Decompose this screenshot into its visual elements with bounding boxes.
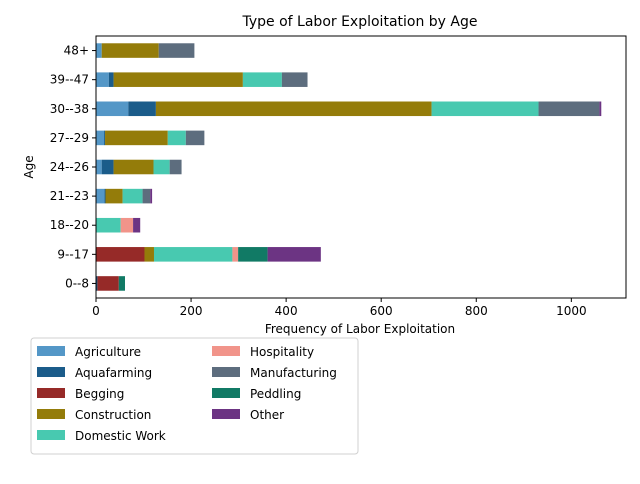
bar-domestic-work-18-20 (96, 217, 121, 233)
x-tick-label: 800 (465, 304, 488, 318)
y-tick-label: 9--17 (57, 247, 89, 261)
y-tick-label: 0--8 (65, 276, 89, 290)
bar-manufacturing-24-26 (169, 159, 182, 175)
bar-agriculture-24-26 (96, 159, 102, 175)
bar-other-18-20 (133, 217, 141, 233)
y-tick-label: 39--47 (50, 73, 89, 87)
legend-label-other: Other (250, 408, 284, 422)
bar-construction-9-17 (144, 247, 154, 262)
bar-agriculture-21-23 (96, 188, 105, 204)
legend-label-construction: Construction (75, 408, 151, 422)
legend-swatch-domestic-work (37, 430, 65, 440)
y-axis-label: Age (22, 155, 36, 178)
bar-aquafarming-39-47 (108, 72, 114, 87)
legend-swatch-construction (37, 409, 65, 419)
bar-agriculture-30-38 (96, 101, 129, 117)
bar-domestic-work-21-23 (122, 188, 143, 204)
bar-begging-0-8 (97, 276, 119, 291)
x-tick-label: 200 (180, 304, 203, 318)
x-tick-label: 400 (275, 304, 298, 318)
legend-label-hospitality: Hospitality (250, 345, 314, 359)
legend-label-aquafarming: Aquafarming (75, 366, 152, 380)
bar-domestic-work-24-26 (153, 159, 170, 175)
legend-label-domestic-work: Domestic Work (75, 429, 166, 443)
legend-swatch-manufacturing (212, 367, 240, 377)
bar-hospitality-9-17 (232, 247, 239, 262)
x-tick-label: 1000 (556, 304, 587, 318)
bar-aquafarming-24-26 (101, 159, 114, 175)
legend-swatch-other (212, 409, 240, 419)
legend: Agriculture Aquafarming Begging Constructio… (30, 337, 359, 455)
bar-aquafarming-21-23 (104, 188, 106, 204)
bar-domestic-work-9-17 (153, 247, 233, 262)
bar-begging-9-17 (96, 247, 145, 262)
y-tick-label: 18--20 (50, 218, 89, 232)
bar-aquafarming-0-8 (96, 276, 98, 291)
legend-swatch-hospitality (212, 346, 240, 356)
bar-construction-21-23 (105, 188, 123, 204)
bar-construction-48 (101, 43, 159, 58)
bar-construction-24-26 (113, 159, 154, 175)
legend-swatch-peddling (212, 388, 240, 398)
bar-domestic-work-30-38 (431, 101, 539, 117)
bar-other-30-38 (599, 101, 602, 117)
legend-swatch-aquafarming (37, 367, 65, 377)
bar-other-9-17 (267, 247, 321, 262)
y-tick-label: 24--26 (50, 160, 89, 174)
y-tick-label: 27--29 (50, 131, 89, 145)
bar-domestic-work-27-29 (167, 130, 186, 146)
legend-label-peddling: Peddling (250, 387, 301, 401)
bar-hospitality-18-20 (120, 217, 134, 233)
bar-manufacturing-48 (158, 43, 195, 58)
bar-agriculture-48 (96, 43, 102, 58)
bar-construction-27-29 (105, 130, 168, 146)
bar-peddling-0-8 (118, 276, 125, 291)
bar-construction-39-47 (113, 72, 243, 87)
chart-title: Type of Labor Exploitation by Age (242, 14, 478, 30)
y-tick-label: 21--23 (50, 189, 89, 203)
legend-label-agriculture: Agriculture (75, 345, 141, 359)
bar-other-21-23 (150, 188, 153, 204)
bar-peddling-9-17 (238, 247, 268, 262)
bar-manufacturing-30-38 (538, 101, 600, 117)
legend-swatch-begging (37, 388, 65, 398)
y-tick-label: 48+ (64, 44, 89, 58)
legend-label-manufacturing: Manufacturing (250, 366, 337, 380)
legend-frame (30, 337, 359, 455)
bar-agriculture-27-29 (96, 130, 105, 146)
x-axis: 0 200 400 600 800 1000 (92, 298, 587, 318)
bar-aquafarming-30-38 (128, 101, 156, 117)
bar-manufacturing-21-23 (142, 188, 151, 204)
y-tick-label: 30--38 (50, 102, 89, 116)
bar-agriculture-39-47 (96, 72, 109, 87)
legend-swatch-agriculture (37, 346, 65, 356)
bar-manufacturing-39-47 (281, 72, 308, 87)
bars-layer (96, 43, 602, 291)
y-axis: 0--8 9--17 18--20 21--23 24--26 27--29 30--38 3… (50, 44, 96, 290)
bar-domestic-work-39-47 (242, 72, 282, 87)
bar-construction-30-38 (155, 101, 432, 117)
bar-aquafarming-27-29 (104, 130, 106, 146)
x-tick-label: 0 (92, 304, 100, 318)
bar-manufacturing-27-29 (185, 130, 205, 146)
x-axis-label: Frequency of Labor Exploitation (265, 322, 455, 336)
x-tick-label: 600 (370, 304, 393, 318)
legend-label-begging: Begging (75, 387, 124, 401)
